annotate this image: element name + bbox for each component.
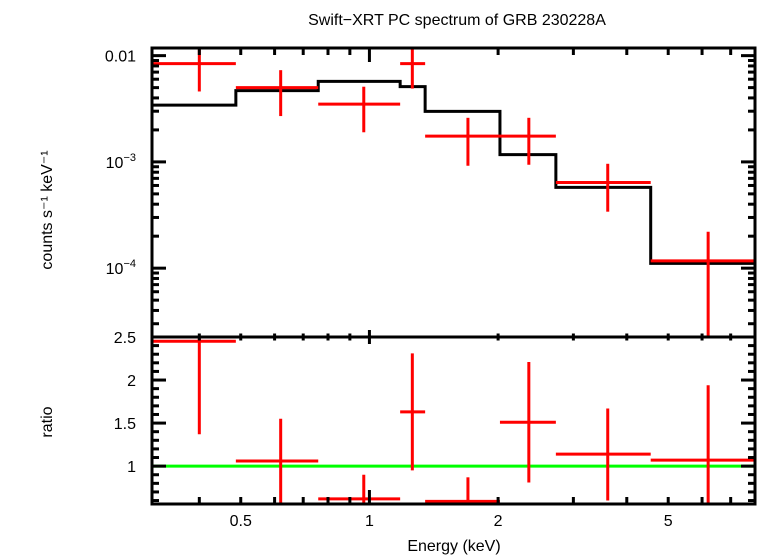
ratio-point — [499, 361, 556, 483]
y-tick-exponent: −4 — [123, 258, 136, 270]
model-step-line — [152, 79, 755, 265]
data-point — [318, 86, 401, 133]
data-point — [152, 48, 236, 92]
y-tick-exponent: −3 — [123, 152, 136, 164]
x-axis-label: Energy (keV) — [407, 538, 500, 555]
x-tick-labels: 0.5 1 2 5 — [230, 513, 673, 530]
x-tick-label: 0.5 — [230, 513, 252, 530]
y-tick-label: 10−3 — [106, 152, 136, 172]
ratio-point — [650, 385, 755, 504]
top-panel: 0.01 10−3 10−4 — [105, 48, 755, 337]
y-tick-labels-top: 0.01 10−3 10−4 — [105, 49, 136, 279]
y-tick-labels-bottom: 2.5 2 1.5 1 — [114, 330, 136, 476]
y-tick-label: 2.5 — [114, 330, 136, 347]
data-point — [235, 70, 319, 117]
y-tick-label: 10−4 — [106, 258, 136, 278]
y-tick-label: 1.5 — [114, 416, 136, 433]
ratio-point — [152, 337, 236, 435]
ratio-point — [555, 408, 651, 501]
y-tick-label: 1 — [127, 459, 136, 476]
x-tick-label: 1 — [365, 513, 374, 530]
chart-title: Swift−XRT PC spectrum of GRB 230228A — [308, 12, 606, 29]
data-point — [425, 117, 500, 166]
x-ticks — [197, 48, 733, 504]
bottom-panel-frame — [150, 335, 757, 506]
data-point — [555, 163, 651, 212]
data-point — [499, 117, 556, 165]
x-tick-label: 2 — [494, 513, 503, 530]
y-axis-label-top: counts s⁻¹ keV⁻¹ — [39, 150, 56, 269]
data-points — [152, 48, 755, 337]
y-tick-label: 0.01 — [105, 49, 136, 66]
y-ticks-bottom — [152, 335, 755, 503]
y-tick-label: 2 — [127, 373, 136, 390]
ratio-points — [152, 337, 755, 504]
y-axis-label-bottom: ratio — [39, 406, 56, 437]
x-tick-label: 5 — [664, 513, 673, 530]
ratio-point — [400, 353, 426, 471]
data-point — [400, 48, 426, 89]
ratio-point — [235, 418, 319, 504]
bottom-panel: 2.5 2 1.5 1 — [114, 330, 755, 504]
y-ticks-top — [152, 54, 755, 326]
data-point — [650, 231, 755, 337]
model-steps — [152, 79, 755, 265]
